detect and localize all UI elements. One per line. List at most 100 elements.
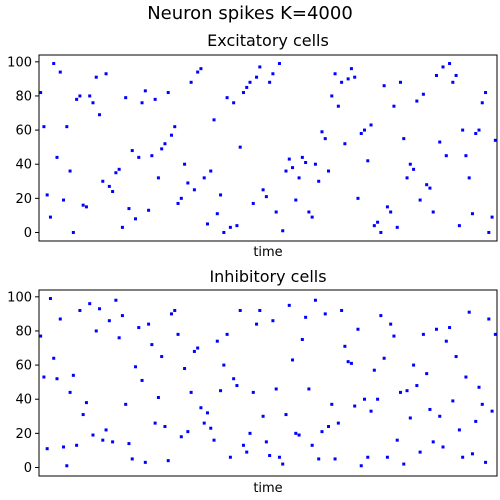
excitatory-ytick-label: 40	[15, 158, 32, 173]
inhibitory-spike-point	[451, 399, 455, 403]
excitatory-spike-point	[153, 97, 157, 101]
inhibitory-spike-point	[268, 454, 272, 458]
inhibitory-spike-point	[412, 363, 416, 367]
inhibitory-spike-point	[215, 339, 219, 343]
excitatory-spike-point	[464, 154, 468, 158]
inhibitory-spike-point	[408, 416, 412, 420]
excitatory-spike-point	[330, 94, 334, 98]
inhibitory-spike-point	[297, 433, 301, 437]
inhibitory-spike-point	[346, 360, 350, 364]
excitatory-spike-point	[179, 196, 183, 200]
excitatory-spike-point	[264, 195, 268, 199]
inhibitory-spike-point	[474, 419, 478, 423]
inhibitory-spike-point	[120, 314, 124, 318]
inhibitory-spike-point	[359, 464, 363, 468]
inhibitory-spike-point	[192, 349, 196, 353]
inhibitory-spike-point	[431, 440, 435, 444]
inhibitory-spike-point	[372, 368, 376, 372]
excitatory-spike-point	[48, 215, 52, 219]
inhibitory-spike-point	[140, 378, 144, 382]
inhibitory-spike-point	[173, 308, 177, 312]
excitatory-spike-point	[205, 222, 209, 226]
excitatory-spike-point	[169, 133, 173, 137]
excitatory-spike-point	[291, 166, 295, 170]
inhibitory-spike-point	[323, 312, 327, 316]
inhibitory-spike-point	[366, 455, 370, 459]
inhibitory-spike-point	[176, 332, 180, 336]
inhibitory-spike-point	[415, 384, 419, 388]
inhibitory-spike-point	[248, 431, 252, 435]
excitatory-spike-point	[58, 70, 62, 74]
inhibitory-spike-point	[317, 457, 321, 461]
excitatory-spike-point	[251, 201, 255, 205]
excitatory-spike-point	[297, 176, 301, 180]
inhibitory-spike-point	[163, 425, 167, 429]
excitatory-spike-point	[487, 230, 491, 234]
inhibitory-spike-point	[405, 389, 409, 393]
inhibitory-title: Inhibitory cells	[209, 267, 326, 286]
inhibitory-spike-point	[448, 326, 452, 330]
inhibitory-spike-point	[294, 431, 298, 435]
inhibitory-spike-point	[490, 409, 494, 413]
excitatory-spike-point	[163, 142, 167, 146]
excitatory-spike-point	[245, 85, 249, 89]
inhibitory-panel: Inhibitory cells 0 20 40 60 80 100 time	[7, 267, 498, 496]
inhibitory-spike-point	[349, 361, 353, 365]
excitatory-spike-point	[91, 101, 95, 105]
excitatory-title: Excitatory cells	[207, 31, 329, 50]
inhibitory-spike-point	[235, 384, 239, 388]
inhibitory-ytick-label: 100	[7, 290, 32, 305]
inhibitory-spike-point	[480, 402, 484, 406]
inhibitory-spike-point	[421, 332, 425, 336]
excitatory-spike-point	[107, 184, 111, 188]
figure-suptitle: Neuron spikes K=4000	[147, 3, 353, 24]
inhibitory-spike-point	[241, 443, 245, 447]
excitatory-spike-point	[421, 92, 425, 96]
excitatory-spike-point	[398, 80, 402, 84]
inhibitory-spike-point	[205, 411, 209, 415]
excitatory-spike-point	[212, 118, 216, 122]
inhibitory-spike-point	[454, 355, 458, 359]
excitatory-spike-point	[313, 162, 317, 166]
inhibitory-spike-point	[117, 336, 121, 340]
excitatory-xlabel: time	[253, 245, 282, 260]
excitatory-spike-point	[88, 94, 92, 98]
excitatory-spike-point	[434, 73, 438, 77]
excitatory-spike-point	[166, 91, 170, 95]
excitatory-panel: Excitatory cells 0 20 40 60 80 100 time	[7, 31, 498, 260]
inhibitory-spike-point	[88, 302, 92, 306]
excitatory-spike-point	[202, 176, 206, 180]
excitatory-spike-point	[405, 176, 409, 180]
excitatory-spike-point	[120, 225, 124, 229]
inhibitory-spike-point	[65, 464, 69, 468]
excitatory-spike-point	[415, 99, 419, 103]
inhibitory-spike-point	[124, 402, 128, 406]
inhibitory-spike-point	[39, 334, 43, 338]
inhibitory-spike-point	[271, 319, 275, 323]
inhibitory-spike-point	[232, 377, 236, 381]
inhibitory-spike-point	[238, 308, 242, 312]
excitatory-spike-point	[346, 77, 350, 81]
excitatory-spike-point	[81, 203, 85, 207]
inhibitory-spike-point	[78, 308, 82, 312]
excitatory-ytick-label: 20	[15, 192, 32, 207]
excitatory-spike-point	[39, 91, 43, 95]
excitatory-spike-point	[71, 230, 75, 234]
inhibitory-spike-point	[101, 438, 105, 442]
inhibitory-spike-point	[71, 373, 75, 377]
excitatory-spike-point	[294, 198, 298, 202]
inhibitory-spike-point	[55, 377, 59, 381]
excitatory-spike-point	[241, 91, 245, 95]
excitatory-spike-point	[147, 208, 151, 212]
inhibitory-spike-point	[264, 440, 268, 444]
inhibitory-spike-point	[52, 356, 56, 360]
inhibitory-spike-point	[402, 462, 406, 466]
excitatory-spike-point	[75, 97, 79, 101]
inhibitory-spike-point	[150, 343, 154, 347]
inhibitory-spike-point	[395, 438, 399, 442]
inhibitory-spike-point	[444, 339, 448, 343]
excitatory-spike-point	[438, 140, 442, 144]
excitatory-spike-point	[104, 72, 108, 76]
inhibitory-spike-point	[261, 414, 265, 418]
inhibitory-spike-point	[487, 317, 491, 321]
